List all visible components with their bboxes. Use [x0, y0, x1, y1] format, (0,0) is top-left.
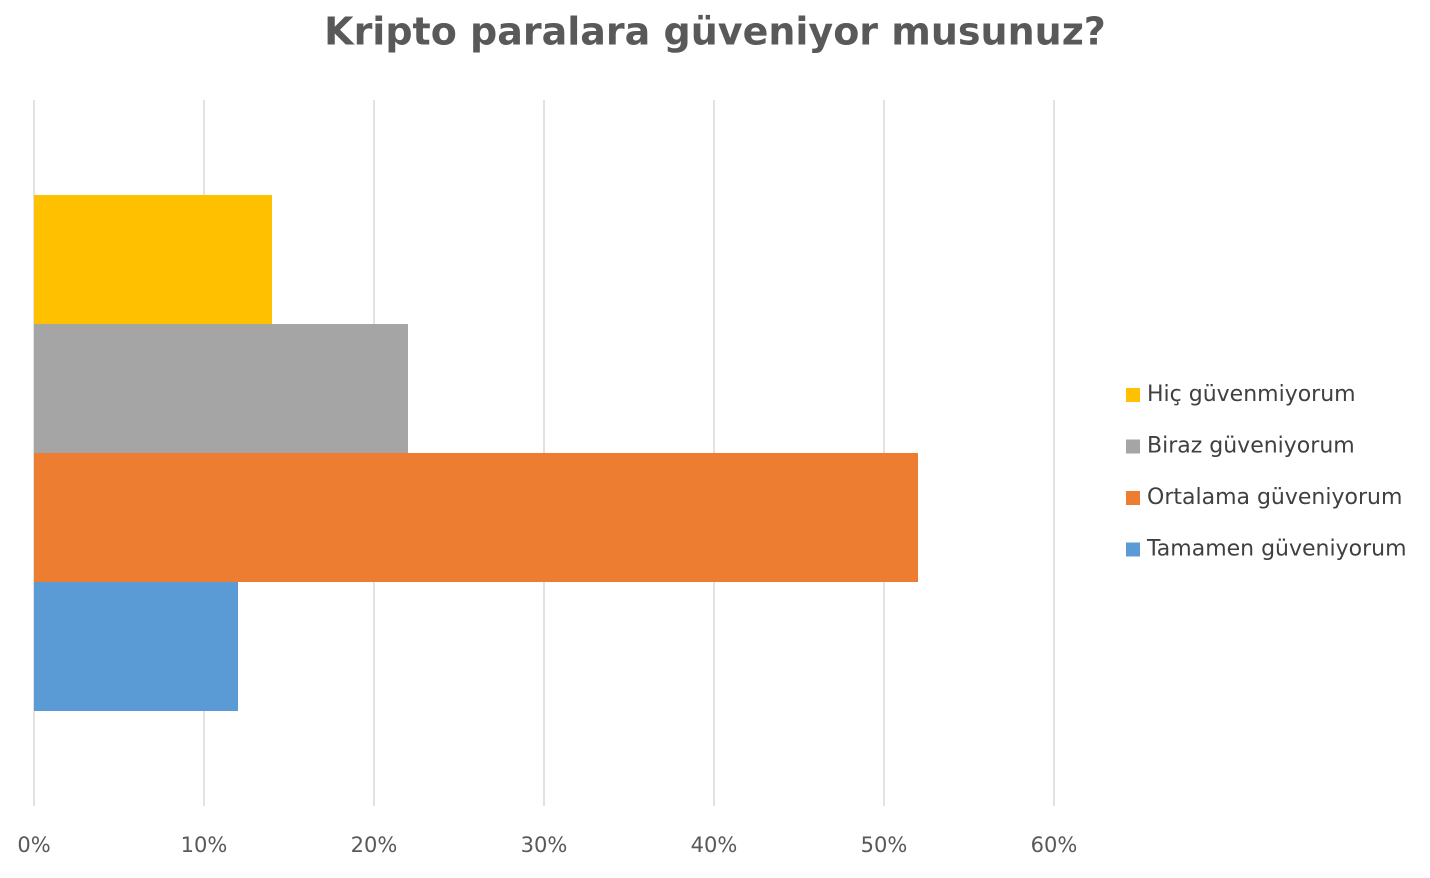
x-tick-label: 30% — [521, 833, 568, 857]
chart-title: Kripto paralara güveniyor musunuz? — [324, 10, 1106, 54]
bar — [34, 453, 918, 582]
bar — [34, 195, 272, 324]
legend-label: Tamamen güveniyorum — [1146, 537, 1407, 562]
legend-label: Hiç güvenmiyorum — [1147, 382, 1356, 407]
legend-swatch — [1126, 388, 1140, 402]
x-tick-label: 20% — [351, 833, 398, 857]
x-tick-label: 0% — [17, 833, 50, 857]
bar — [34, 324, 408, 453]
legend-swatch — [1126, 542, 1140, 557]
legend-label: Biraz güveniyorum — [1147, 434, 1355, 459]
legend-swatch — [1126, 439, 1140, 454]
legend-label: Ortalama güveniyorum — [1147, 485, 1402, 510]
x-tick-label: 10% — [181, 833, 228, 857]
bar — [34, 582, 238, 711]
x-tick-label: 40% — [691, 833, 738, 857]
legend-swatch — [1126, 491, 1140, 505]
x-tick-label: 60% — [1031, 833, 1078, 857]
x-tick-label: 50% — [861, 833, 908, 857]
